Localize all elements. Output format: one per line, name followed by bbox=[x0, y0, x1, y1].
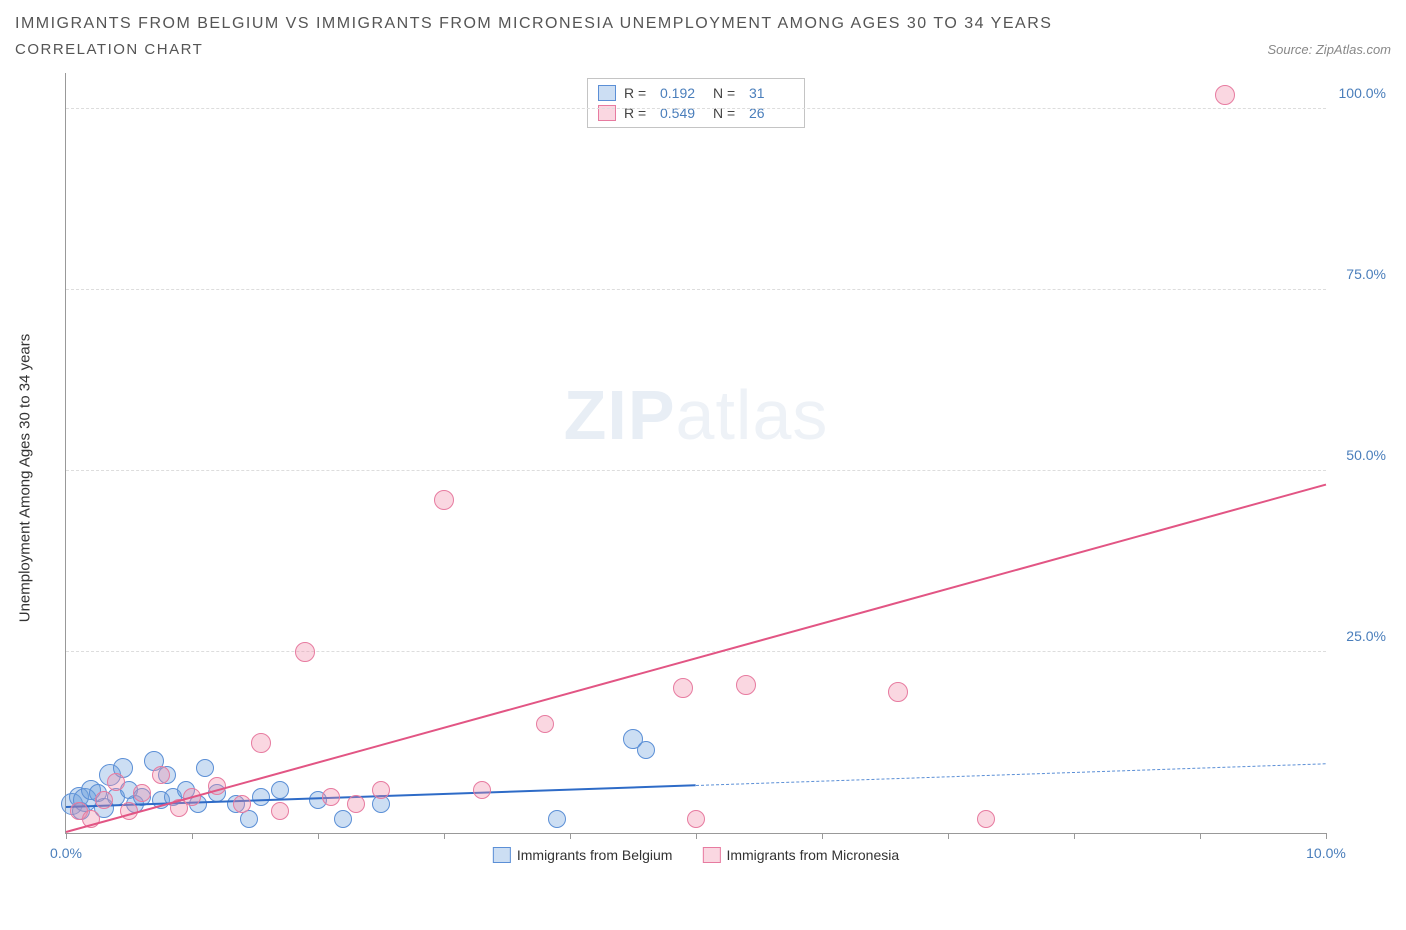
y-tick-label: 25.0% bbox=[1331, 628, 1386, 644]
scatter-point bbox=[133, 784, 151, 802]
scatter-point bbox=[95, 791, 113, 809]
gridline-horizontal bbox=[66, 470, 1326, 471]
stats-legend-row: R =0.549N =26 bbox=[598, 103, 794, 123]
scatter-point bbox=[888, 682, 908, 702]
scatter-point bbox=[233, 795, 251, 813]
scatter-point bbox=[107, 773, 125, 791]
x-tick-label: 0.0% bbox=[50, 845, 82, 861]
scatter-point bbox=[473, 781, 491, 799]
scatter-point bbox=[372, 781, 390, 799]
gridline-horizontal bbox=[66, 289, 1326, 290]
x-tick bbox=[570, 833, 571, 839]
source-label: Source: ZipAtlas.com bbox=[1267, 42, 1391, 57]
series-legend-item: Immigrants from Micronesia bbox=[702, 847, 899, 863]
scatter-point bbox=[295, 642, 315, 662]
scatter-point bbox=[271, 781, 289, 799]
watermark: ZIPatlas bbox=[564, 375, 829, 455]
n-label: N = bbox=[713, 85, 741, 101]
stats-legend-row: R = 0.192 N = 31 bbox=[598, 83, 794, 103]
x-tick bbox=[696, 833, 697, 839]
stats-legend: R = 0.192 N = 31 R =0.549N =26 bbox=[587, 78, 805, 128]
x-tick-label: 10.0% bbox=[1306, 845, 1346, 861]
x-tick bbox=[1074, 833, 1075, 839]
legend-swatch bbox=[702, 847, 720, 863]
scatter-point bbox=[637, 741, 655, 759]
x-tick bbox=[822, 833, 823, 839]
chart-title-line2: CORRELATION CHART bbox=[15, 41, 203, 58]
series-name: Immigrants from Micronesia bbox=[726, 847, 899, 863]
scatter-point bbox=[152, 766, 170, 784]
gridline-horizontal bbox=[66, 651, 1326, 652]
scatter-point bbox=[673, 678, 693, 698]
watermark-thin: atlas bbox=[676, 376, 829, 454]
x-tick bbox=[948, 833, 949, 839]
scatter-point bbox=[196, 759, 214, 777]
y-tick-label: 75.0% bbox=[1331, 266, 1386, 282]
r-value: 0.192 bbox=[660, 85, 705, 101]
scatter-point bbox=[736, 675, 756, 695]
scatter-point bbox=[434, 490, 454, 510]
scatter-point bbox=[271, 802, 289, 820]
scatter-point bbox=[334, 810, 352, 828]
title-row-2: CORRELATION CHART Source: ZipAtlas.com bbox=[15, 41, 1391, 58]
y-tick-label: 50.0% bbox=[1331, 447, 1386, 463]
x-tick bbox=[66, 833, 67, 839]
x-tick bbox=[318, 833, 319, 839]
series-legend-item: Immigrants from Belgium bbox=[493, 847, 673, 863]
chart-area: Unemployment Among Ages 30 to 34 years Z… bbox=[15, 63, 1391, 893]
scatter-point bbox=[252, 788, 270, 806]
scatter-point bbox=[536, 715, 554, 733]
plot-region: ZIPatlas R =0.192N =31R =0.549N =26 Immi… bbox=[65, 73, 1326, 834]
y-tick-label: 100.0% bbox=[1331, 85, 1386, 101]
trend-line bbox=[66, 484, 1327, 833]
scatter-point bbox=[1215, 85, 1235, 105]
scatter-point bbox=[687, 810, 705, 828]
x-tick bbox=[444, 833, 445, 839]
n-value: 31 bbox=[749, 85, 794, 101]
trend-line bbox=[696, 763, 1326, 786]
scatter-point bbox=[322, 788, 340, 806]
gridline-horizontal bbox=[66, 108, 1326, 109]
x-tick bbox=[1326, 833, 1327, 839]
scatter-point bbox=[977, 810, 995, 828]
series-name: Immigrants from Belgium bbox=[517, 847, 673, 863]
series-legend: Immigrants from Belgium Immigrants from M… bbox=[493, 847, 899, 863]
x-tick bbox=[192, 833, 193, 839]
scatter-point bbox=[548, 810, 566, 828]
scatter-point bbox=[347, 795, 365, 813]
legend-swatch bbox=[493, 847, 511, 863]
legend-swatch bbox=[598, 85, 616, 101]
watermark-bold: ZIP bbox=[564, 376, 676, 454]
r-label: R = bbox=[624, 85, 652, 101]
scatter-point bbox=[251, 733, 271, 753]
chart-title-line1: IMMIGRANTS FROM BELGIUM VS IMMIGRANTS FR… bbox=[15, 15, 1391, 33]
y-axis-label: Unemployment Among Ages 30 to 34 years bbox=[17, 334, 34, 623]
x-tick bbox=[1200, 833, 1201, 839]
